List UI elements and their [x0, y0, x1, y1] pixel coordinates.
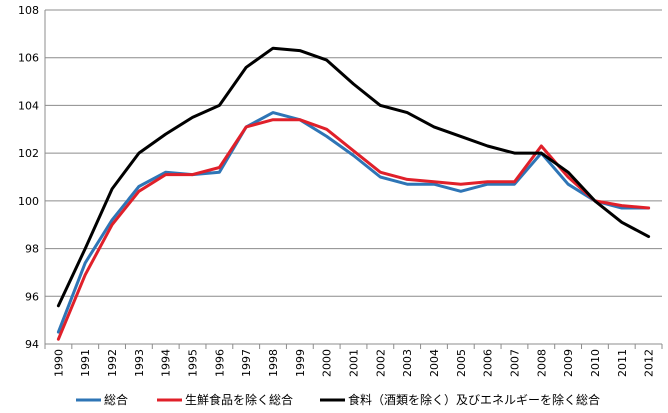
x-tick-label: 2008 — [535, 349, 548, 377]
series-lines — [56, 46, 651, 341]
x-tick-label: 1992 — [106, 349, 119, 377]
legend-label: 生鮮食品を除く総合 — [185, 392, 293, 407]
legend-label: 食料（酒類を除く）及びエネルギーを除く総合 — [348, 392, 600, 407]
y-tick-label: 104 — [18, 99, 39, 112]
x-tick-label: 2000 — [321, 349, 334, 377]
x-tick-label: 2002 — [374, 349, 387, 377]
legend-label: 総合 — [104, 392, 128, 407]
x-tick-label: 2007 — [508, 349, 521, 377]
x-tick-label: 1997 — [240, 349, 253, 377]
x-tick-label: 2011 — [616, 349, 629, 377]
x-tick-label: 2009 — [562, 349, 575, 377]
y-tick-label: 106 — [18, 52, 39, 65]
x-tick-label: 2012 — [643, 349, 656, 377]
x-tick-label: 2005 — [455, 349, 468, 377]
x-tick-label: 1999 — [294, 349, 307, 377]
x-tick-label: 2006 — [482, 349, 495, 377]
y-tick-label: 102 — [18, 147, 39, 160]
x-tick-label: 1996 — [213, 349, 226, 377]
x-tick-label: 2010 — [589, 349, 602, 377]
series-line-0 — [56, 111, 651, 334]
legend-item-1: 生鮮食品を除く総合 — [157, 392, 293, 407]
legend: 総合 生鮮食品を除く総合 食料（酒類を除く）及びエネルギーを除く総合 — [76, 392, 600, 407]
x-tick-label: 2004 — [428, 349, 441, 377]
y-tick-label: 94 — [25, 338, 39, 351]
gridlines — [45, 9, 662, 345]
x-tick-label: 1998 — [267, 349, 280, 377]
y-tick-label: 108 — [18, 4, 39, 17]
y-tick-labels: 94 96 98 100 102 104 106 108 — [18, 4, 39, 351]
x-tick-label: 1993 — [133, 349, 146, 377]
x-tick-labels: 1990 1991 1992 1993 1994 1995 1996 1997 1998 1999… — [52, 349, 655, 377]
legend-item-2: 食料（酒類を除く）及びエネルギーを除く総合 — [320, 392, 600, 407]
x-tick-label: 2001 — [348, 349, 361, 377]
series-line-1 — [56, 118, 651, 341]
y-tick-label: 98 — [25, 243, 39, 256]
y-tick-label: 96 — [25, 290, 39, 303]
y-tick-label: 100 — [18, 195, 39, 208]
x-tick-label: 1991 — [79, 349, 92, 377]
legend-item-0: 総合 — [76, 392, 128, 407]
x-tick-label: 1995 — [187, 349, 200, 377]
x-tick-label: 1994 — [160, 349, 173, 377]
series-line-2 — [56, 46, 651, 308]
x-tick-label: 1990 — [52, 349, 65, 377]
axes — [44, 10, 663, 349]
x-tick-label: 2003 — [401, 349, 414, 377]
